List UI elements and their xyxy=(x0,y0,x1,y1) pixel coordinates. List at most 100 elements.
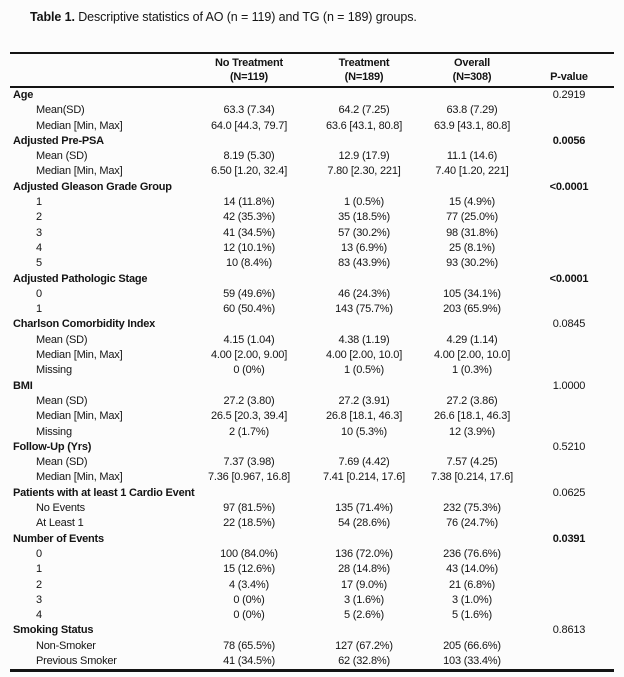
table-caption-text: Descriptive statistics of AO (n = 119) a… xyxy=(74,10,417,24)
value-cell: 22 (18.5%) xyxy=(223,517,275,530)
value-cell: 28 (14.8%) xyxy=(338,563,390,576)
table-row: Median [Min, Max] 7.36 [0.967, 16.8] 7.41 … xyxy=(10,470,614,485)
value-cell: 60 (50.4%) xyxy=(223,303,275,316)
header-no-treatment-line1: No Treatment xyxy=(215,57,283,69)
pvalue-cell xyxy=(524,241,614,256)
value-cell: 62 (32.8%) xyxy=(338,654,390,667)
value-cell: 93 (30.2%) xyxy=(446,257,498,270)
table-row: Mean (SD) 7.37 (3.98) 7.69 (4.42) 7.57 (4.2… xyxy=(10,455,614,470)
group-label-cell: Adjusted Pathologic Stage xyxy=(13,272,148,285)
value-cell: 0 (0%) xyxy=(233,609,265,622)
group-pvalue-cell: <0.0001 xyxy=(549,180,589,193)
pvalue-cell xyxy=(524,302,614,317)
value-cell: 135 (71.4%) xyxy=(335,502,393,515)
value-cell: 3 (1.6%) xyxy=(344,593,384,606)
table-row: 0 59 (49.6%) 46 (24.3%) 105 (34.1%) xyxy=(10,287,614,302)
value-cell: 4.29 (1.14) xyxy=(446,333,498,346)
value-cell: 46 (24.3%) xyxy=(338,287,390,300)
value-cell: 27.2 (3.86) xyxy=(446,394,498,407)
group-label-cell: Charlson Comorbidity Index xyxy=(13,318,156,331)
table-row: 5 10 (8.4%) 83 (43.9%) 93 (30.2%) xyxy=(10,256,614,271)
header-no-treatment-column: No Treatment (N=119) xyxy=(190,53,308,88)
header-row: No Treatment (N=119) Treatment (N=189) O… xyxy=(10,53,614,88)
table-group-row: Adjusted Pathologic Stage <0.0001 xyxy=(10,272,614,287)
value-cell: 97 (81.5%) xyxy=(223,502,275,515)
value-cell: 64.2 (7.25) xyxy=(338,104,390,117)
value-cell: 6.50 [1.20, 32.4] xyxy=(210,165,288,178)
table-group-row: Adjusted Pre-PSA 0.0056 xyxy=(10,134,614,149)
table-group-row: Charlson Comorbidity Index 0.0845 xyxy=(10,317,614,332)
group-pvalue-cell: 0.8613 xyxy=(552,624,586,637)
value-cell: 236 (76.6%) xyxy=(443,547,501,560)
value-cell: 5 (1.6%) xyxy=(452,609,492,622)
group-label-cell: Adjusted Pre-PSA xyxy=(13,134,104,147)
value-cell: 0 (0%) xyxy=(233,364,265,377)
value-cell: 26.8 [18.1, 46.3] xyxy=(325,410,403,423)
pvalue-cell xyxy=(524,195,614,210)
value-cell: 2 (1.7%) xyxy=(229,425,269,438)
table-row: Mean (SD) 4.15 (1.04) 4.38 (1.19) 4.29 (1.1… xyxy=(10,333,614,348)
group-pvalue-cell: 0.0625 xyxy=(552,486,586,499)
pvalue-cell xyxy=(524,164,614,179)
value-cell: 7.36 [0.967, 16.8] xyxy=(207,471,291,484)
group-pvalue-cell: 1.0000 xyxy=(552,379,586,392)
table-group-row: Smoking Status 0.8613 xyxy=(10,623,614,638)
value-cell: 232 (75.3%) xyxy=(443,502,501,515)
descriptive-statistics-table: No Treatment (N=119) Treatment (N=189) O… xyxy=(10,52,614,673)
value-cell: 11.1 (14.6) xyxy=(446,150,498,163)
value-cell: 1 (0.5%) xyxy=(344,364,384,377)
value-cell: 14 (11.8%) xyxy=(223,196,275,209)
value-cell: 15 (12.6%) xyxy=(223,563,275,576)
row-label-cell: 1 xyxy=(36,196,42,209)
table-group-row: Patients with at least 1 Cardio Event 0.0… xyxy=(10,486,614,501)
group-label-cell: Follow-Up (Yrs) xyxy=(13,440,92,453)
pvalue-cell xyxy=(524,119,614,134)
group-pvalue-cell: 0.0056 xyxy=(552,134,586,147)
value-cell: 76 (24.7%) xyxy=(446,517,498,530)
row-label-cell: Mean (SD) xyxy=(36,394,88,407)
value-cell: 63.6 [43.1, 80.8] xyxy=(325,119,403,132)
value-cell: 7.37 (3.98) xyxy=(223,456,275,469)
header-treatment-line1: Treatment xyxy=(338,57,390,69)
table-row: 1 14 (11.8%) 1 (0.5%) 15 (4.9%) xyxy=(10,195,614,210)
table-row: Median [Min, Max] 6.50 [1.20, 32.4] 7.80 [… xyxy=(10,164,614,179)
header-treatment-line2: (N=189) xyxy=(344,70,384,83)
table-row: 0 100 (84.0%) 136 (72.0%) 236 (76.6%) xyxy=(10,547,614,562)
value-cell: 143 (75.7%) xyxy=(335,303,393,316)
value-cell: 0 (0%) xyxy=(233,593,265,606)
value-cell: 1 (0.3%) xyxy=(452,364,492,377)
group-label-cell: Number of Events xyxy=(13,532,104,545)
value-cell: 15 (4.9%) xyxy=(449,196,495,209)
value-cell: 205 (66.6%) xyxy=(443,639,501,652)
header-variable-column xyxy=(10,53,190,88)
pvalue-cell xyxy=(524,425,614,440)
value-cell: 8.19 (5.30) xyxy=(223,150,275,163)
row-label-cell: 4 xyxy=(36,241,42,254)
group-pvalue-cell: 0.0391 xyxy=(552,532,586,545)
pvalue-cell xyxy=(524,210,614,225)
row-label-cell: 2 xyxy=(36,211,42,224)
value-cell: 63.8 (7.29) xyxy=(446,104,498,117)
value-cell: 26.5 [20.3, 39.4] xyxy=(210,410,288,423)
row-label-cell: 3 xyxy=(36,226,42,239)
value-cell: 21 (6.8%) xyxy=(449,578,495,591)
pvalue-cell xyxy=(524,593,614,608)
row-label-cell: Missing xyxy=(36,425,72,438)
value-cell: 27.2 (3.91) xyxy=(338,394,390,407)
header-overall-line2: (N=308) xyxy=(452,70,492,83)
value-cell: 3 (1.0%) xyxy=(452,593,492,606)
row-label-cell: Previous Smoker xyxy=(36,654,117,667)
group-pvalue-cell: 0.5210 xyxy=(552,440,586,453)
value-cell: 7.80 [2.30, 221] xyxy=(327,165,401,178)
row-label-cell: Median [Min, Max] xyxy=(36,165,123,178)
pvalue-cell xyxy=(524,256,614,271)
value-cell: 4.15 (1.04) xyxy=(223,333,275,346)
table-row: 3 0 (0%) 3 (1.6%) 3 (1.0%) xyxy=(10,593,614,608)
table-caption: Table 1. Descriptive statistics of AO (n… xyxy=(30,10,614,25)
table-group-row: BMI 1.0000 xyxy=(10,379,614,394)
table-row: 3 41 (34.5%) 57 (30.2%) 98 (31.8%) xyxy=(10,226,614,241)
table-row: Non-Smoker 78 (65.5%) 127 (67.2%) 205 (66.6… xyxy=(10,639,614,654)
value-cell: 100 (84.0%) xyxy=(220,547,278,560)
value-cell: 7.40 [1.20, 221] xyxy=(435,165,509,178)
table-group-row: Follow-Up (Yrs) 0.5210 xyxy=(10,440,614,455)
